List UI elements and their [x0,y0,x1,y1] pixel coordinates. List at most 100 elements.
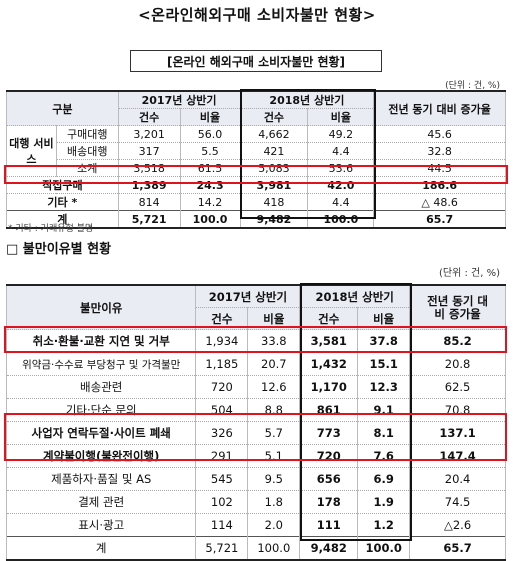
cell: 1,185 [195,352,249,376]
cell: 8.8 [247,398,301,422]
cell: 45.6 [373,125,506,143]
header-growth: 전년 동기 대비 증가율 [409,284,506,330]
page-title: <온라인해외구매 소비자불만 현황> [138,6,376,24]
cell: 37.8 [357,329,411,353]
table-total-row: 계 5,721 100.0 9,482 100.0 65.7 [5,536,506,561]
cell: 1,389 [117,176,181,194]
table-row: 기타 * 814 14.2 418 4.4 △ 48.6 [6,193,506,211]
cell: 3,201 [117,125,181,143]
table1-title: [온라인 해외구매 소비자불만 현황] [130,50,382,72]
cell: 65.7 [373,210,506,229]
header-ratio: 비율 [179,108,241,126]
cell: 1,432 [299,352,359,376]
cell: 7.6 [357,444,411,468]
cell: 49.2 [307,125,375,143]
table-row: 소계 3,518 61.5 5,083 53.6 44.5 [7,159,506,177]
cell: 12.3 [357,375,411,399]
cell: 24.3 [179,176,241,194]
table-row: 기타·단순 문의 504 8.8 861 9.1 70.8 [5,398,506,422]
cell: 773 [299,421,359,445]
cell: 42.0 [307,176,375,194]
header-growth: 전년 동기 대비 증가율 [373,90,506,126]
header-ratio: 비율 [247,307,301,330]
row-label: 배송관련 [5,375,197,399]
table-row: 직접구매 1,389 24.3 3,981 42.0 186.6 [6,176,506,194]
cell: 32.8 [373,142,506,160]
cell: 1.2 [357,513,411,537]
cell: 74.5 [409,490,506,514]
cell: 186.6 [373,176,506,194]
header-2017: 2017년 상반기 [117,90,241,109]
cell: 15.1 [357,352,411,376]
header-2017: 2017년 상반기 [195,284,301,308]
cell: 418 [239,193,309,211]
cell: 4.4 [307,193,375,211]
table-total-row: 계 5,721 100.0 9,482 100.0 65.7 [6,210,506,229]
cell: 5.7 [247,421,301,445]
header-category: 불만이유 [5,284,197,330]
cell: 3,581 [299,329,359,353]
cell: 12.6 [247,375,301,399]
cell: 326 [195,421,249,445]
section-title: □ 불만이유별 현황 [6,242,112,257]
row-label: 제품하자·품질 및 AS [5,467,197,491]
cell: 56.0 [179,125,241,143]
cell: 9.1 [357,398,411,422]
cell: 2.0 [247,513,301,537]
cell: 3,981 [239,176,309,194]
row-label: 소계 [55,159,119,177]
header-count: 건수 [239,108,309,126]
cell: 291 [195,444,249,468]
consumer-complaints-table: 구분 2017년 상반기 2018년 상반기 전년 동기 대비 증가율 건수 비… [6,90,506,229]
table-row: 제품하자·품질 및 AS 545 9.5 656 6.9 20.4 [5,467,506,491]
cell: 44.5 [373,159,506,177]
header-ratio: 비율 [357,307,411,330]
cell: 20.4 [409,467,506,491]
row-label: 사업자 연락두절·사이트 폐쇄 [5,421,197,445]
row-label: 기타 * [6,193,119,211]
cell: 9,482 [299,536,359,561]
table-row: 계약불이행(불완전이행) 291 5.1 720 7.6 147.4 [5,444,506,468]
cell: 6.9 [357,467,411,491]
cell: 656 [299,467,359,491]
cell: 147.4 [409,444,506,468]
cell: 20.7 [247,352,301,376]
row-label: 결제 관련 [5,490,197,514]
cell: 61.5 [179,159,241,177]
cell: 861 [299,398,359,422]
cell: 114 [195,513,249,537]
cell: 100.0 [179,210,241,229]
cell: 4,662 [239,125,309,143]
cell: 9.5 [247,467,301,491]
cell: 14.2 [179,193,241,211]
cell: 720 [195,375,249,399]
cell: 53.6 [307,159,375,177]
table-row: 표시·광고 114 2.0 111 1.2 △2.6 [5,513,506,537]
cell: 100.0 [357,536,411,561]
cell: 1,170 [299,375,359,399]
cell: 62.5 [409,375,506,399]
table-row: 위약금·수수료 부당청구 및 가격불만 1,185 20.7 1,432 15.… [5,352,506,376]
cell: 8.1 [357,421,411,445]
header-2018: 2018년 상반기 [239,90,375,109]
row-label: 계 [5,536,197,561]
cell: 1.9 [357,490,411,514]
header-count: 건수 [117,108,181,126]
row-label: 계약불이행(불완전이행) [5,444,197,468]
cell: 100.0 [247,536,301,561]
row-label: 배송대행 [55,142,119,160]
table1-unit: (단위 : 건, %) [445,81,500,91]
cell: 9,482 [239,210,309,229]
table-row: 결제 관련 102 1.8 178 1.9 74.5 [5,490,506,514]
table-row: 배송관련 720 12.6 1,170 12.3 62.5 [5,375,506,399]
cell: 102 [195,490,249,514]
cell: 70.8 [409,398,506,422]
cell: 720 [299,444,359,468]
cell: 1,934 [195,329,249,353]
table-row: 취소·환불·교환 지연 및 거부 1,934 33.8 3,581 37.8 8… [5,329,506,353]
header-count: 건수 [195,307,249,330]
cell: 421 [239,142,309,160]
cell: 4.4 [307,142,375,160]
cell: 65.7 [409,536,506,561]
cell: 1.8 [247,490,301,514]
